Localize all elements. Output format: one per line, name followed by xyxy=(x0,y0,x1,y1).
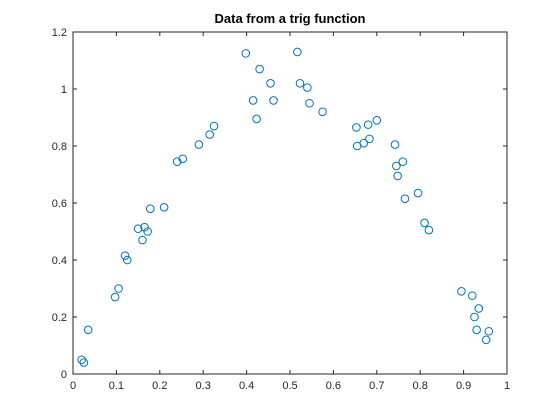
plot-area-box xyxy=(72,31,508,375)
data-point xyxy=(295,79,305,88)
data-point xyxy=(393,171,402,181)
data-point xyxy=(470,312,479,322)
data-point xyxy=(194,140,204,149)
data-point xyxy=(424,225,434,235)
data-point xyxy=(390,140,400,149)
data-point xyxy=(110,292,120,302)
x-tick-label: 0.8 xyxy=(413,380,428,392)
data-point xyxy=(400,194,410,204)
data-point xyxy=(481,335,491,345)
data-point xyxy=(248,96,258,105)
y-tick-label: 1 xyxy=(61,84,67,96)
data-point xyxy=(398,157,408,166)
y-tick-label: 0.6 xyxy=(52,198,67,210)
y-tick-label: 0.2 xyxy=(52,312,67,324)
data-point xyxy=(293,47,302,57)
x-tick-label: 1 xyxy=(504,380,510,392)
data-point xyxy=(467,291,477,300)
x-tick-label: 0.1 xyxy=(109,380,124,392)
data-point xyxy=(318,107,327,117)
data-points xyxy=(77,47,494,367)
data-point xyxy=(363,120,373,129)
data-point xyxy=(79,358,89,367)
y-axis-ticks: 0 0.2 0.4 0.6 0.8 1 1.2 xyxy=(52,27,507,381)
x-tick-label: 0.5 xyxy=(282,380,297,392)
data-point xyxy=(252,114,261,124)
data-point xyxy=(205,130,215,139)
data-point xyxy=(255,64,264,74)
data-point xyxy=(266,79,275,88)
x-tick-label: 0.7 xyxy=(369,380,384,392)
data-point xyxy=(159,202,169,212)
data-point xyxy=(120,251,130,261)
data-point xyxy=(138,235,147,245)
x-tick-label: 0.9 xyxy=(456,380,471,392)
data-point xyxy=(352,123,361,132)
data-point xyxy=(172,157,182,166)
data-point xyxy=(359,138,369,148)
data-point xyxy=(457,287,466,296)
x-tick-label: 0.2 xyxy=(152,380,167,392)
data-point xyxy=(484,326,494,336)
data-point xyxy=(365,134,374,144)
data-point xyxy=(420,218,429,228)
data-point xyxy=(133,224,143,233)
data-point xyxy=(372,116,382,125)
data-point xyxy=(178,154,188,164)
data-point xyxy=(472,325,481,335)
data-point xyxy=(305,98,314,108)
data-point xyxy=(140,222,149,232)
x-tick-label: 0 xyxy=(70,380,76,392)
y-tick-label: 1.2 xyxy=(52,27,67,39)
y-tick-label: 0.4 xyxy=(52,255,67,267)
x-tick-label: 0.4 xyxy=(239,380,254,392)
data-point xyxy=(241,49,251,58)
x-tick-label: 0.6 xyxy=(326,380,341,392)
data-point xyxy=(77,355,86,365)
data-point xyxy=(474,304,484,313)
data-point xyxy=(83,325,93,335)
chart-title: Data from a trig function xyxy=(215,11,366,26)
data-point xyxy=(269,96,278,105)
data-point xyxy=(209,121,219,131)
x-axis-ticks: 0 0.1 0.2 0.3 0.4 0.5 0.6 0.7 0.8 0.9 1 xyxy=(70,32,510,392)
data-point xyxy=(122,255,132,265)
data-point xyxy=(413,188,423,198)
data-point xyxy=(145,204,155,213)
y-tick-label: 0.8 xyxy=(52,141,67,153)
data-point xyxy=(143,227,152,236)
data-point xyxy=(114,284,123,293)
y-tick-label: 0 xyxy=(61,369,67,381)
x-tick-label: 0.3 xyxy=(196,380,211,392)
data-point xyxy=(392,161,401,171)
data-point xyxy=(303,83,312,92)
